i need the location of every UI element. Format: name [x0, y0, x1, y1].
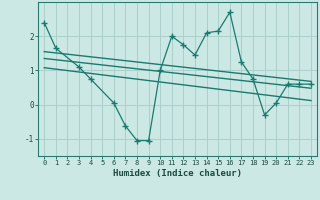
X-axis label: Humidex (Indice chaleur): Humidex (Indice chaleur) — [113, 169, 242, 178]
